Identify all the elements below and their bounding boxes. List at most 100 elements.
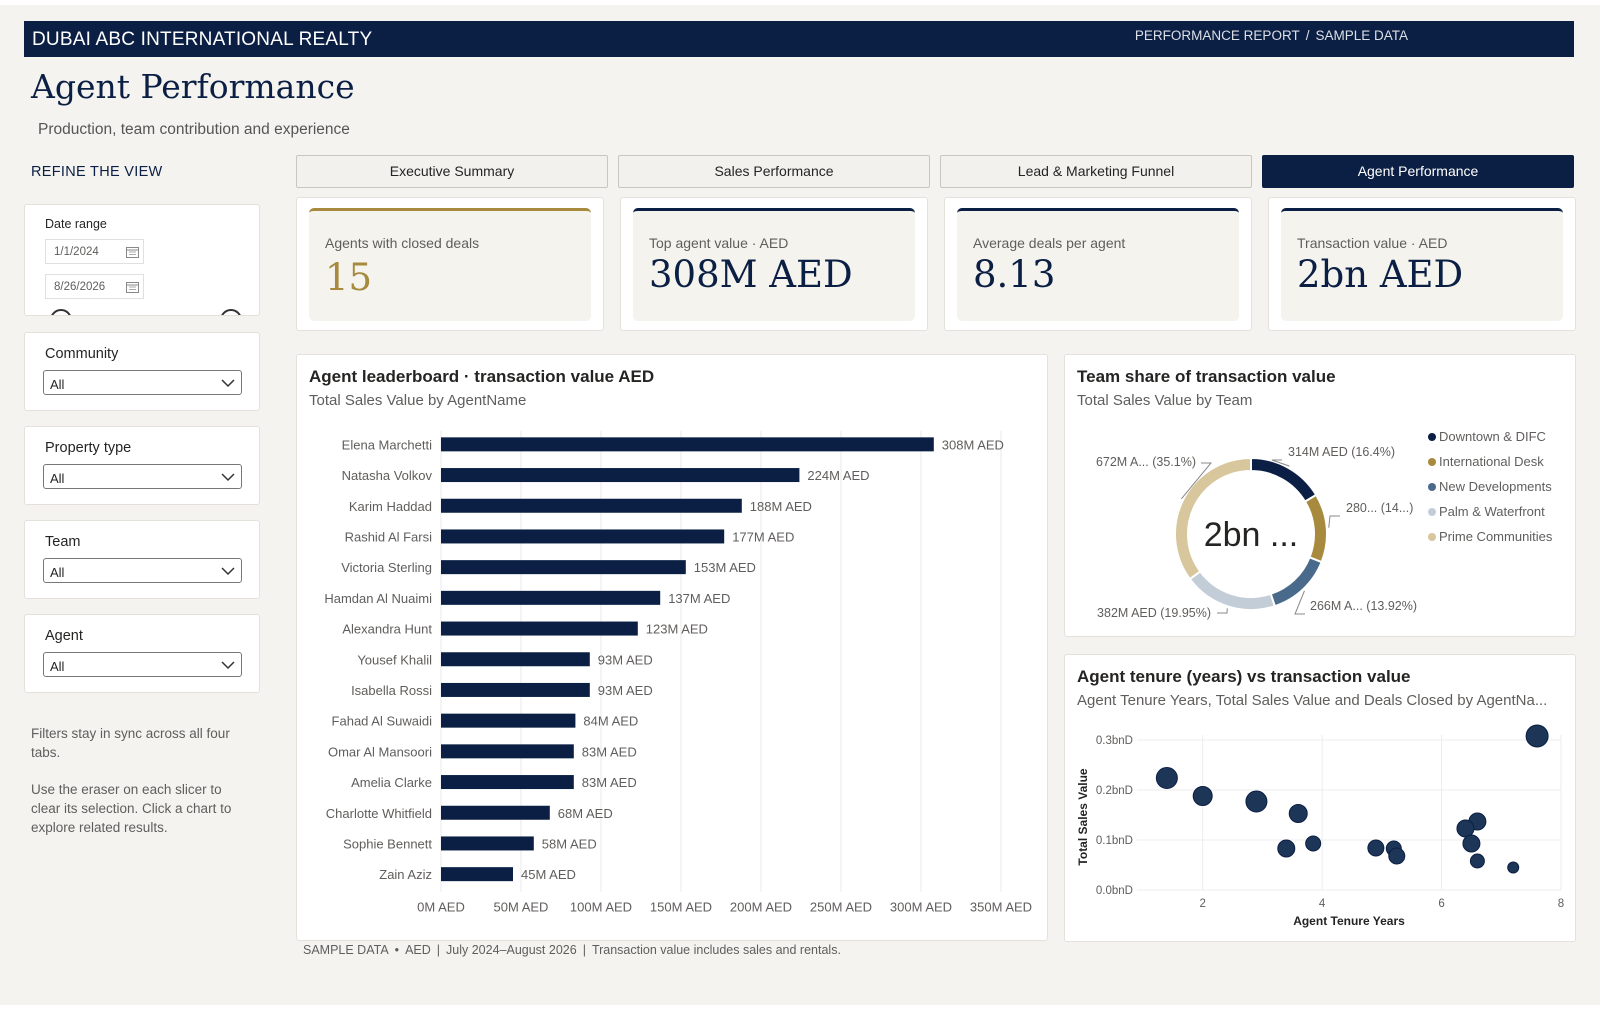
scatter-point[interactable] [1388,847,1406,865]
tab-lead-marketing-funnel[interactable]: Lead & Marketing Funnel [940,155,1252,188]
bar[interactable] [441,437,934,452]
legend-marker [1428,483,1436,491]
kpi-label: Top agent value · AED [649,235,789,251]
bar[interactable] [441,713,576,728]
donut-slice[interactable] [1303,493,1328,564]
tab-executive-summary[interactable]: Executive Summary [296,155,608,188]
scatter-point[interactable] [1456,819,1475,838]
x-tick-label: 350M AED [970,900,1032,915]
scatter-point[interactable] [1192,786,1213,806]
donut-slice[interactable] [1174,456,1252,581]
category-label: Rashid Al Farsi [345,529,433,544]
slice-label: 280... (14...) [1346,501,1413,515]
property-type-dropdown[interactable]: All [43,464,242,489]
leader-line [1217,608,1228,614]
data-label: 45M AED [521,867,576,882]
report-page: DUBAI ABC INTERNATIONAL REALTY PERFORMAN… [0,5,1600,1005]
date-slider-end-handle[interactable] [220,309,242,315]
scatter-point[interactable] [1305,835,1322,852]
data-label: 83M AED [582,744,637,759]
donut-slice[interactable] [1188,569,1277,611]
slice-label: 314M AED (16.4%) [1288,445,1395,459]
team-share-visual[interactable]: Team share of transaction value Total Sa… [1064,354,1576,637]
kpi-value: 15 [325,256,373,299]
kpi-panel [309,208,591,321]
leaderboard-title: Agent leaderboard · transaction value AE… [309,367,655,386]
bar[interactable] [441,805,550,820]
legend-item[interactable]: Palm & Waterfront [1439,504,1545,519]
agent-label: Agent [45,628,83,644]
tab-sales-performance[interactable]: Sales Performance [618,155,930,188]
scatter-point[interactable] [1245,790,1268,813]
bar[interactable] [441,836,534,851]
bar[interactable] [441,744,574,759]
legend-item[interactable]: New Developments [1439,479,1552,494]
footer-note: SAMPLE DATA • AED | July 2024–August 2026 | Tr… [303,943,841,957]
footer-currency: AED [405,943,431,957]
data-label: 83M AED [582,775,637,790]
x-tick-label: 2 [1199,898,1205,910]
scatter-point[interactable] [1507,861,1520,874]
team-label: Team [45,534,81,550]
scatter-point[interactable] [1155,767,1178,789]
category-label: Yousef Khalil [357,652,432,667]
data-label: 188M AED [750,499,812,514]
end-date-value: 8/26/2026 [54,281,106,293]
agent-dropdown[interactable]: All [43,652,242,677]
bar[interactable] [441,775,574,790]
scatter-point[interactable] [1288,804,1308,823]
kpi-panel [957,208,1239,321]
legend-item[interactable]: Downtown & DIFC [1439,429,1546,444]
bar[interactable] [441,590,661,605]
leaderboard-chart[interactable]: 0M AED 50M AED 100M AED 150M AED 200M AED 250… [297,417,1047,937]
team-dropdown[interactable]: All [43,558,242,583]
bar[interactable] [441,468,800,483]
leader-line [1180,462,1213,500]
scatter-point[interactable] [1525,724,1549,748]
kpi-label: Agents with closed deals [325,235,480,251]
team-share-subtitle: Total Sales Value by Team [1077,392,1253,409]
data-label: 84M AED [583,714,638,729]
footer-dot: • [394,943,400,957]
bar[interactable] [441,529,725,544]
legend-item[interactable]: Prime Communities [1439,529,1553,544]
category-label: Zain Aziz [379,867,432,882]
tenure-chart[interactable]: 0.0bnD 0.1bnD 0.2bnD 0.3bnD 2 4 6 8 Agent Tenure… [1065,715,1575,940]
chevron-down-icon [221,379,235,388]
scatter-point[interactable] [1469,853,1485,869]
start-date-input[interactable]: 1/1/2024 [45,239,144,264]
tab-agent-performance[interactable]: Agent Performance [1262,155,1574,188]
community-dropdown[interactable]: All [43,370,242,395]
category-label: Karim Haddad [349,499,432,514]
end-date-input[interactable]: 8/26/2026 [45,274,144,299]
date-slider-start-handle[interactable] [50,309,72,315]
calendar-icon[interactable] [126,246,139,258]
legend-item[interactable]: International Desk [1439,454,1544,469]
leaderboard-visual[interactable]: Agent leaderboard · transaction value AE… [296,354,1048,941]
help-text-eraser: Use the eraser on each slicer to clear i… [31,782,232,835]
data-label: 224M AED [807,468,869,483]
category-label: Natasha Volkov [342,468,433,483]
y-tick-label: 0.2bnD [1096,785,1133,797]
team-share-chart[interactable]: 314M AED (16.4%) 280... (14...) 266M A... … [1065,411,1575,636]
bar[interactable] [441,560,686,575]
category-label: Amelia Clarke [351,775,432,790]
bar[interactable] [441,682,590,697]
tenure-visual[interactable]: Agent tenure (years) vs transaction valu… [1064,654,1576,942]
bar[interactable] [441,498,742,513]
x-tick-label: 8 [1558,898,1564,910]
property-type-label: Property type [45,440,132,456]
bar[interactable] [441,867,513,882]
bar[interactable] [441,652,590,667]
kpi-value: 2bn AED [1297,253,1464,296]
category-label: Isabella Rossi [351,683,432,698]
bar[interactable] [441,621,638,636]
scatter-point[interactable] [1277,839,1296,858]
scatter-point[interactable] [1462,834,1481,853]
scatter-point[interactable] [1367,839,1385,857]
slice-label: 382M AED (19.95%) [1097,606,1211,620]
org-name: DUBAI ABC INTERNATIONAL REALTY [32,29,373,50]
category-label: Omar Al Mansoori [328,744,432,759]
legend-marker [1428,533,1436,541]
calendar-icon[interactable] [126,281,139,293]
